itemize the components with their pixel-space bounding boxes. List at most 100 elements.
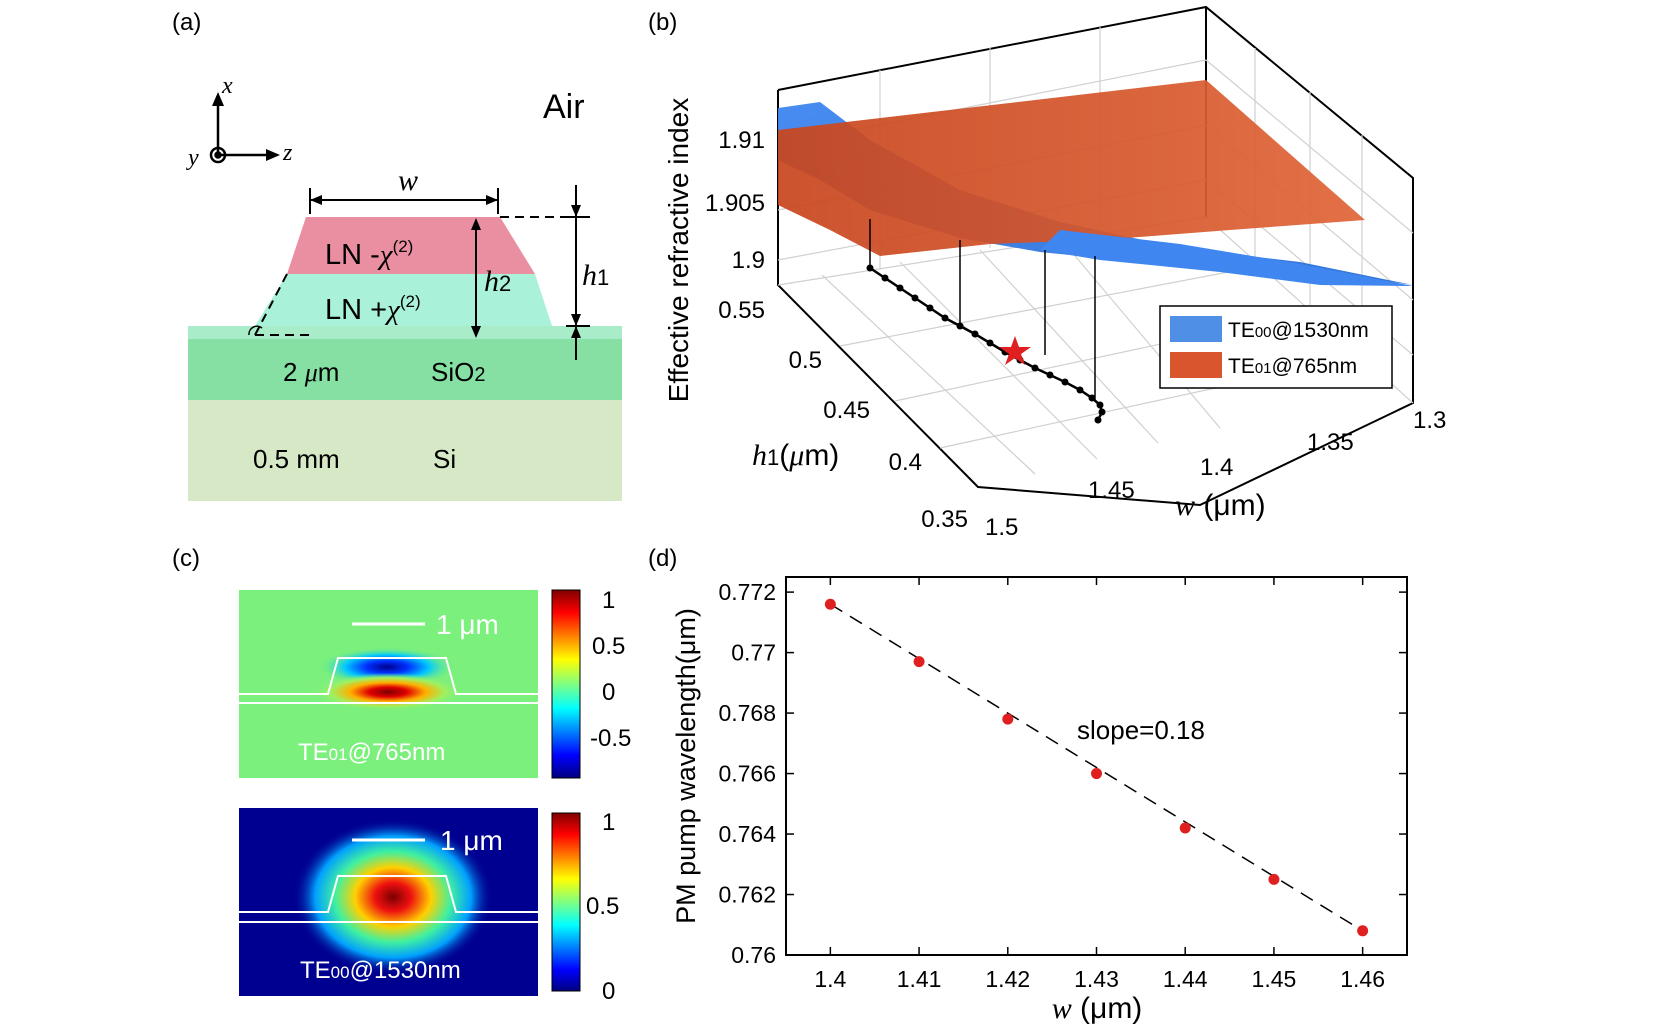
fit-line — [829, 603, 1364, 932]
x-tick-label: 1.42 — [985, 966, 1030, 992]
legend-swatch-te01 — [1170, 352, 1222, 378]
te01-scale-label: 1 μm — [436, 609, 499, 640]
selected-point-star-icon — [999, 336, 1031, 365]
y-tick-labels: 0.76 0.762 0.764 0.766 0.768 0.77 0.772 — [718, 579, 776, 968]
si-label: Si — [433, 444, 456, 474]
te01-cbar-tick-1: 1 — [602, 587, 615, 614]
panel-a: (a) x y z Air — [172, 9, 622, 501]
h1-tick-5: 0.35 — [921, 506, 968, 533]
si-thickness-label: 0.5 mm — [253, 444, 340, 474]
phase-match-points — [866, 264, 1106, 424]
w-tick-2: 1.45 — [1088, 477, 1135, 504]
data-point — [1179, 822, 1191, 834]
coordinate-axes-icon — [209, 92, 280, 164]
width-arrow — [309, 188, 499, 214]
te00-waveguide-outline — [239, 875, 538, 913]
data-point — [1002, 713, 1014, 725]
slope-annotation: slope=0.18 — [1077, 715, 1205, 745]
h1-arrow — [566, 185, 590, 360]
te00-mode-label: TE00@1530nm — [300, 957, 461, 984]
h2-label: h2 — [484, 265, 511, 298]
y-tick-label: 0.762 — [718, 882, 776, 908]
w-axis-label: w (μm) — [1175, 489, 1266, 522]
x-tick-label: 1.44 — [1163, 966, 1208, 992]
te01-cbar-tick-3: 0 — [602, 679, 615, 706]
panel-a-label: (a) — [172, 9, 201, 36]
te00-mode — [293, 819, 493, 975]
ln-minus-label: LN -χ(2) — [325, 237, 413, 271]
legend-label-te01: TE01@765nm — [1228, 355, 1357, 378]
h1-tick-2: 0.5 — [789, 347, 822, 374]
h2-arrow — [471, 218, 481, 338]
sio2-label: SiO2 — [431, 357, 485, 387]
mode-plot-te01: 1 μm TE01@765nm 1 0.5 0 -0.5 — [239, 587, 631, 779]
w-tick-5: 1.3 — [1413, 407, 1446, 434]
y-tick-label: 0.768 — [718, 700, 776, 726]
data-point — [1357, 925, 1369, 937]
legend: TE00@1530nm TE01@765nm — [1159, 305, 1393, 389]
z-axis-label: Effective refractive index — [663, 98, 694, 403]
h1-tick-4: 0.4 — [889, 449, 922, 476]
h1-label: h1 — [582, 259, 609, 292]
z-tick-3: 1.9 — [732, 247, 765, 274]
y-axis-label: PM pump wavelength(μm) — [671, 608, 701, 924]
panel-d-label: (d) — [648, 545, 677, 572]
te01-cbar-tick-2: 0.5 — [592, 633, 625, 660]
te00-cbar-tick-2: 0.5 — [586, 893, 619, 920]
x-tick-label: 1.43 — [1074, 966, 1119, 992]
axis-y-label: y — [186, 145, 199, 171]
ln-plus-layer — [255, 274, 552, 326]
ln-plus-label: LN +χ(2) — [325, 292, 421, 326]
z-tick-2: 1.905 — [705, 190, 765, 217]
sio2-layer — [188, 338, 622, 400]
sio2-thickness-label: 2 μm — [283, 357, 339, 387]
data-point — [824, 598, 836, 610]
legend-swatch-te00 — [1170, 316, 1222, 342]
si-substrate — [188, 399, 622, 501]
w-tick-1: 1.5 — [985, 514, 1018, 541]
y-tick-label: 0.76 — [731, 942, 776, 968]
h1-axis-label: h1(μm) — [752, 439, 839, 472]
y-tick-label: 0.77 — [731, 640, 776, 666]
ln-minus-layer — [287, 217, 535, 274]
x-axis-label: w (μm) — [1052, 992, 1143, 1025]
y-tick-label: 0.766 — [718, 761, 776, 787]
data-point — [1091, 768, 1102, 780]
data-point — [913, 656, 925, 668]
phase-match-drop-lines — [869, 219, 1096, 400]
te00-colorbar — [551, 812, 581, 992]
te00-surface-front — [1040, 230, 1413, 286]
width-symbol: w — [398, 164, 418, 197]
y-tick-label: 0.772 — [718, 579, 776, 605]
te01-colorbar — [551, 589, 581, 779]
mode-plot-te00: 1 μm TE00@1530nm 1 0.5 0 — [239, 808, 619, 1005]
axis-x-label: x — [221, 73, 233, 99]
te00-cbar-tick-3: 0 — [602, 978, 615, 1005]
sidewall-angle-arc — [248, 325, 263, 336]
sio2-top-strip — [188, 326, 622, 339]
air-label: Air — [543, 88, 585, 126]
panel-c-label: (c) — [172, 545, 200, 572]
te00-scale-label: 1 μm — [440, 825, 503, 856]
x-tick-label: 1.4 — [814, 966, 846, 992]
x-tick-label: 1.41 — [897, 966, 942, 992]
te01-mode-label: TE01@765nm — [298, 739, 445, 766]
legend-label-te00: TE00@1530nm — [1228, 319, 1369, 342]
h1-tick-1: 0.55 — [718, 297, 765, 324]
h1-tick-3: 0.45 — [823, 397, 870, 424]
panel-b: (b) — [648, 5, 1446, 541]
x-tick-labels: 1.4 1.41 1.42 1.43 1.44 1.45 1.46 — [814, 966, 1385, 992]
data-point — [1268, 873, 1280, 885]
te01-cbar-tick-4: -0.5 — [590, 725, 631, 752]
axis-z-label: z — [282, 140, 293, 166]
w-tick-3: 1.4 — [1200, 454, 1233, 481]
panel-b-label: (b) — [648, 9, 677, 36]
w-tick-4: 1.35 — [1307, 429, 1354, 456]
te01-surface — [778, 80, 1365, 256]
te00-cbar-tick-1: 1 — [602, 809, 615, 836]
x-tick-label: 1.45 — [1252, 966, 1297, 992]
te01-lobe-lower — [312, 673, 464, 711]
tick-marks — [786, 577, 1407, 956]
panel-d: (d) 1.4 1.41 1.42 1.43 1.44 1.45 1.46 0.760.76… — [648, 545, 1408, 1025]
